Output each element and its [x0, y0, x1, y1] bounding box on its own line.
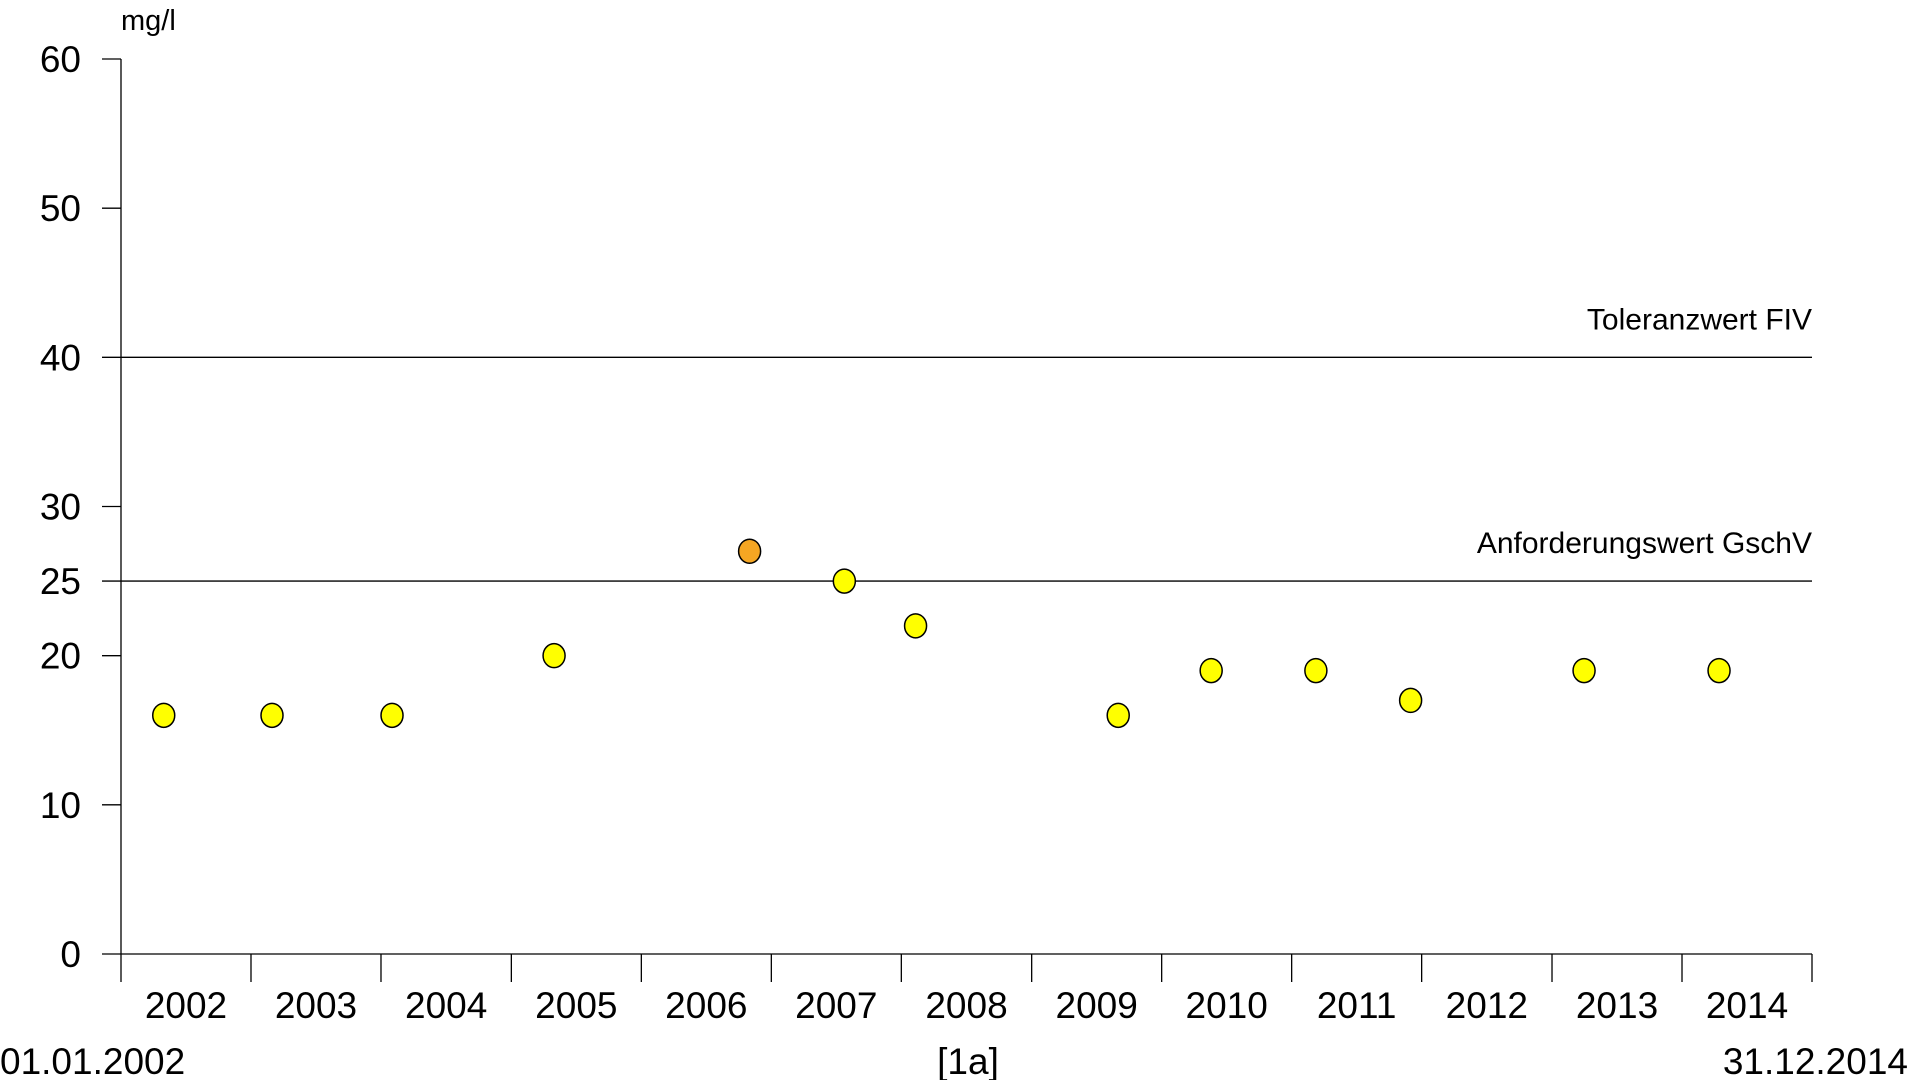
data-point — [1199, 657, 1223, 684]
data-point — [1398, 687, 1423, 714]
data-point — [737, 538, 762, 564]
x-tick-label: 2005 — [535, 985, 617, 1026]
x-tick-label: 2010 — [1186, 985, 1268, 1026]
data-points — [151, 538, 1731, 729]
data-point — [1572, 657, 1596, 684]
x-tick-label: 2011 — [1317, 985, 1397, 1026]
x-tick-label: 2004 — [405, 985, 487, 1026]
y-tick-label: 60 — [40, 39, 81, 80]
labels: mg/l 01.01.2002 [1a] 31.12.2014 — [0, 5, 1908, 1080]
reference-line-label: Toleranzwert FIV — [1587, 303, 1812, 336]
center-label: [1a] — [937, 1041, 999, 1080]
y-tick-label: 30 — [40, 487, 81, 528]
data-point — [832, 568, 857, 594]
reference-lines: Toleranzwert FIV Anforderungswert GschV — [121, 303, 1812, 582]
data-point — [1106, 702, 1130, 729]
y-axis-unit-label: mg/l — [121, 5, 176, 37]
end-date-label: 31.12.2014 — [1723, 1041, 1908, 1080]
y-tick-label: 10 — [40, 785, 81, 826]
y-tick-label: 40 — [40, 337, 81, 378]
x-tick-label: 2013 — [1576, 985, 1658, 1026]
y-tick-label: 25 — [40, 561, 81, 602]
data-point — [1304, 657, 1328, 684]
y-tick-label: 50 — [40, 188, 81, 229]
data-point — [1707, 657, 1731, 684]
data-point — [260, 702, 284, 729]
data-point — [151, 702, 176, 729]
x-tick-label: 2003 — [275, 985, 357, 1026]
x-tick-label: 2007 — [795, 985, 877, 1026]
x-tick-label: 2006 — [665, 985, 747, 1026]
y-tick-label: 0 — [60, 934, 81, 975]
x-tick-label: 2014 — [1706, 985, 1788, 1026]
x-tick-label: 2009 — [1056, 985, 1138, 1026]
data-point — [542, 642, 566, 669]
data-point — [903, 613, 928, 639]
start-date-label: 01.01.2002 — [0, 1041, 185, 1080]
x-tick-label: 2008 — [925, 985, 1007, 1026]
y-tick-label: 20 — [40, 636, 81, 677]
reference-line-label: Anforderungswert GschV — [1477, 527, 1812, 560]
x-tick-label: 2002 — [145, 985, 227, 1026]
data-point — [380, 702, 404, 729]
axes: 0 10 20 25 30 40 50 60 2002 2003 2004 2005 2006 2007 2… — [40, 39, 1813, 1026]
x-tick-label: 2012 — [1446, 985, 1528, 1026]
